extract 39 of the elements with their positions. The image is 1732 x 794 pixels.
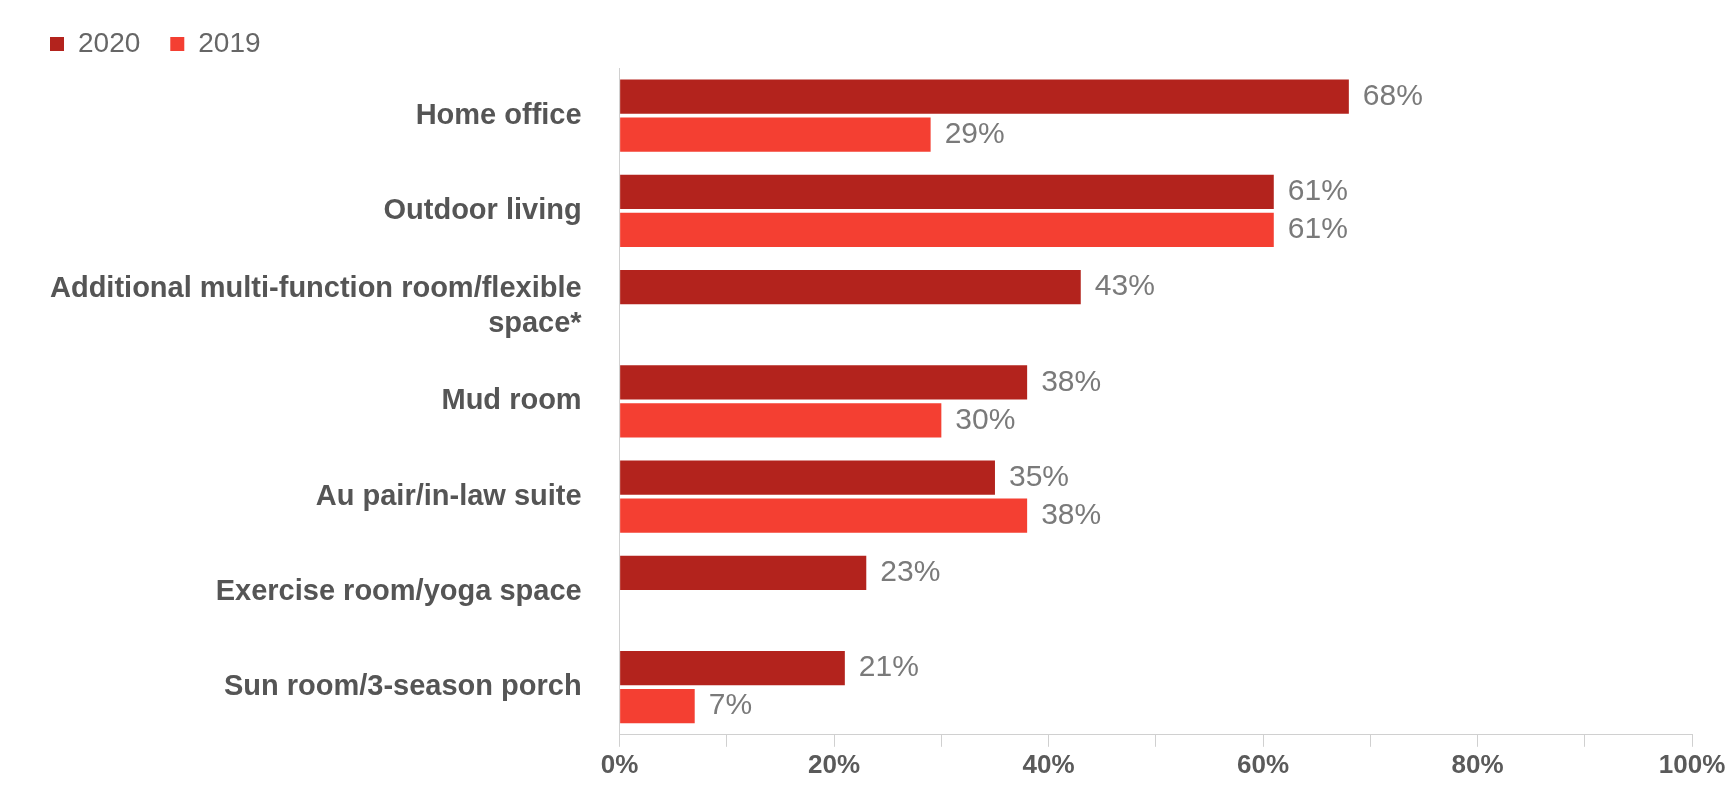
bar (620, 460, 995, 495)
bar (620, 117, 931, 152)
legend-label: 2020 (78, 26, 141, 58)
y-tick-label: Outdoor living (383, 192, 582, 225)
x-tick-label: 100% (1658, 748, 1726, 779)
bar (620, 689, 695, 724)
x-tick-label: 40% (1022, 748, 1075, 779)
data-label: 29% (944, 115, 1005, 149)
data-label: 43% (1094, 268, 1155, 302)
x-tick-label: 20% (808, 748, 861, 779)
data-label: 38% (1041, 363, 1102, 397)
data-label: 7% (708, 687, 753, 721)
data-label: 61% (1287, 173, 1348, 207)
x-tick-label: 0% (600, 748, 639, 779)
bar (620, 498, 1028, 533)
data-label: 21% (858, 649, 919, 683)
bar (620, 174, 1274, 209)
bar (620, 403, 942, 438)
bar (620, 555, 867, 591)
data-label: 68% (1362, 77, 1423, 111)
y-tick-label: Sun room/3-season porch (223, 669, 582, 702)
bar (620, 269, 1081, 305)
y-tick-label: Mud room (441, 383, 582, 416)
legend-label: 2019 (198, 26, 261, 58)
bar (620, 650, 845, 686)
bar (620, 212, 1274, 248)
x-tick-label: 80% (1451, 748, 1504, 779)
bar (620, 79, 1349, 114)
data-label: 35% (1008, 458, 1070, 492)
x-tick-label: 60% (1237, 748, 1290, 779)
y-tick-label: Exercise room/yoga space (215, 573, 582, 606)
data-label: 23% (880, 554, 941, 588)
data-label: 61% (1287, 211, 1348, 245)
data-label: 38% (1041, 496, 1102, 530)
y-tick-label: Home office (415, 97, 582, 130)
y-tick-label: Additional multi-function room/flexible space* (49, 270, 583, 338)
data-label: 30% (955, 401, 1016, 435)
y-tick-label: Au pair/in-law suite (315, 478, 582, 511)
bar (620, 365, 1028, 400)
